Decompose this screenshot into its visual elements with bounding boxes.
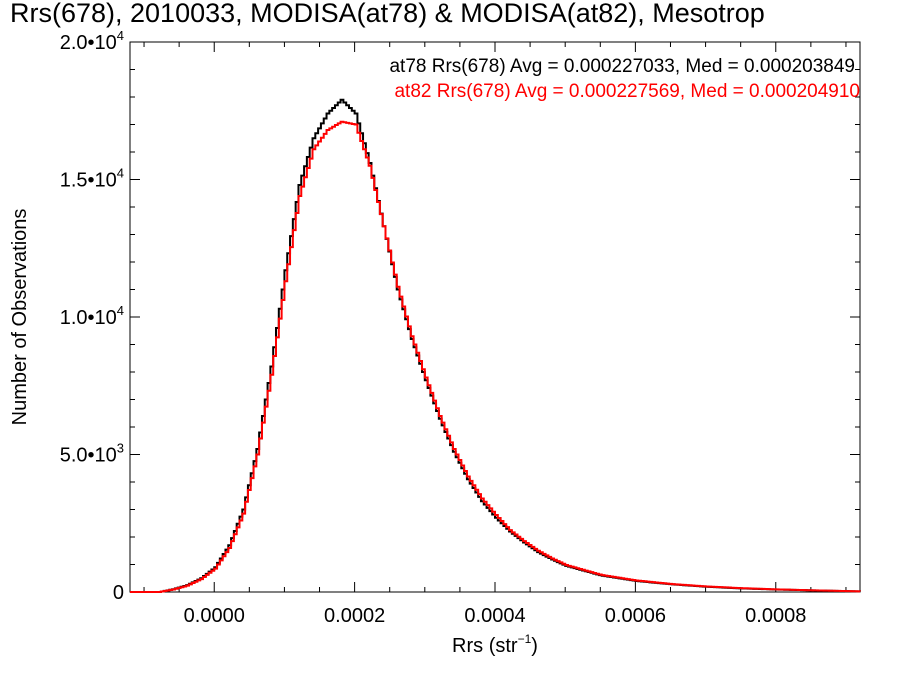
- legend: at78 Rrs(678) Avg = 0.000227033, Med = 0…: [389, 56, 860, 102]
- x-axis-label: Rrs (str−1): [452, 632, 538, 657]
- x-tick-label-0: 0.0000: [184, 605, 245, 627]
- legend-entry-at78: at78 Rrs(678) Avg = 0.000227033, Med = 0…: [389, 56, 855, 77]
- x-tick-label-1: 0.0002: [324, 605, 385, 627]
- x-axis-label-close: ): [531, 635, 538, 657]
- y-tick-label-0: 0: [113, 582, 124, 604]
- x-tick-label-2: 0.0004: [464, 605, 525, 627]
- x-tick-label-4: 0.0008: [745, 605, 806, 627]
- x-tick-label-3: 0.0006: [605, 605, 666, 627]
- series-line-1: [130, 120, 861, 593]
- y-tick-label-1: 5.0•103: [60, 441, 124, 467]
- y-tick-label-2: 1.0•104: [60, 303, 124, 329]
- y-tick-label-4: 2.0•104: [60, 28, 124, 54]
- chart-title: Rrs(678), 2010033, MODISA(at78) & MODISA…: [10, 0, 765, 28]
- plot-area: [129, 41, 861, 593]
- x-axis-label-sup: −1: [518, 632, 532, 646]
- x-axis-label-main: Rrs (str: [452, 635, 518, 657]
- legend-entry-at82: at82 Rrs(678) Avg = 0.000227569, Med = 0…: [394, 81, 860, 102]
- axis-ticks: 0.0000 0.0002 0.0004 0.0006 0.0008 0 5.0•103 1.…: [60, 28, 860, 627]
- y-tick-label-3: 1.5•104: [60, 166, 124, 192]
- series-layer: [130, 98, 861, 593]
- plot-frame: [129, 41, 861, 593]
- series-line-0: [130, 98, 861, 593]
- y-axis-label: Number of Observations: [9, 209, 31, 426]
